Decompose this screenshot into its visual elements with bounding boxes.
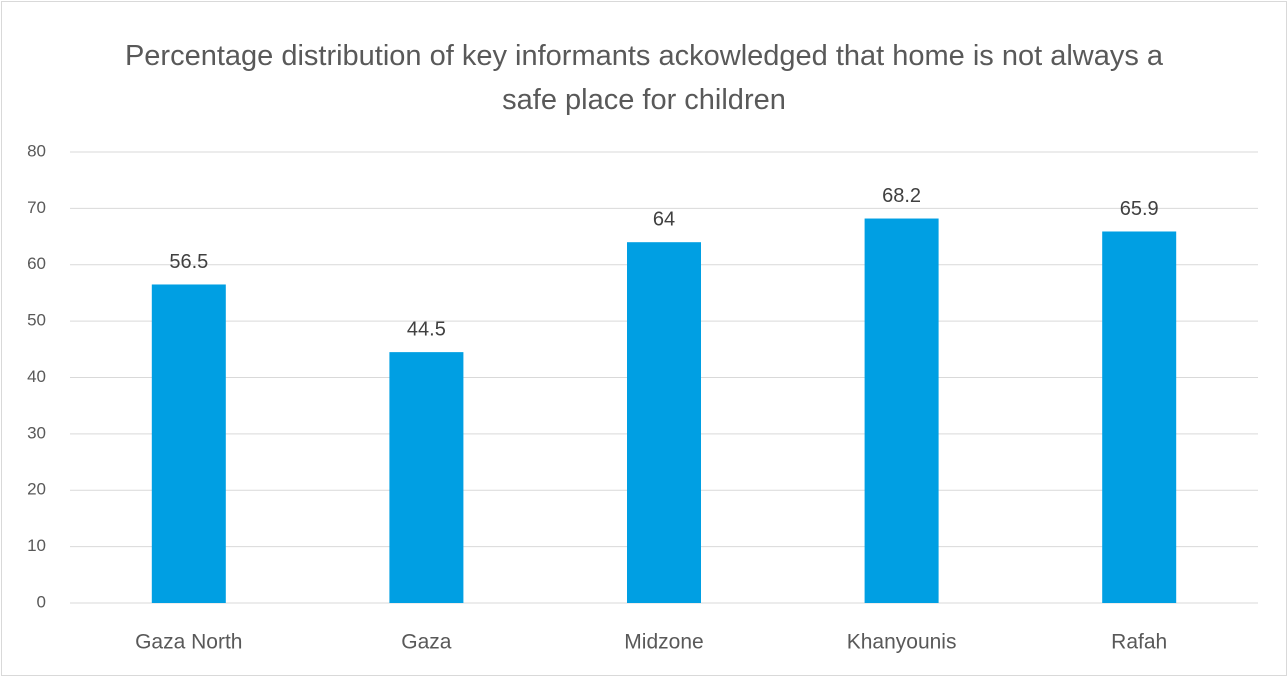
- x-tick-label: Gaza: [401, 631, 452, 654]
- x-tick-label: Khanyounis: [847, 631, 957, 654]
- y-tick-label: 30: [27, 423, 46, 442]
- value-label: 68.2: [882, 185, 921, 207]
- x-tick-label: Rafah: [1111, 631, 1167, 654]
- bar: [864, 218, 939, 603]
- x-tick-label: Midzone: [624, 631, 703, 654]
- chart-title: Percentage distribution of key informant…: [124, 40, 1164, 116]
- value-label: 65.9: [1120, 198, 1159, 220]
- y-tick-label: 40: [27, 367, 46, 386]
- x-tick-label: Gaza North: [135, 631, 242, 654]
- y-tick-label: 70: [27, 198, 46, 217]
- bar: [389, 352, 464, 603]
- y-tick-label: 50: [27, 311, 46, 330]
- y-tick-label: 80: [27, 141, 46, 160]
- bar: [627, 242, 701, 603]
- value-label: 64: [653, 208, 675, 230]
- bar: [151, 284, 226, 603]
- value-label: 56.5: [169, 251, 208, 273]
- y-tick-label: 20: [27, 480, 46, 499]
- bar: [1102, 231, 1177, 603]
- value-label: 44.5: [407, 318, 446, 340]
- y-tick-label: 10: [27, 536, 46, 555]
- y-tick-label: 0: [37, 592, 46, 611]
- y-tick-label: 60: [27, 254, 46, 273]
